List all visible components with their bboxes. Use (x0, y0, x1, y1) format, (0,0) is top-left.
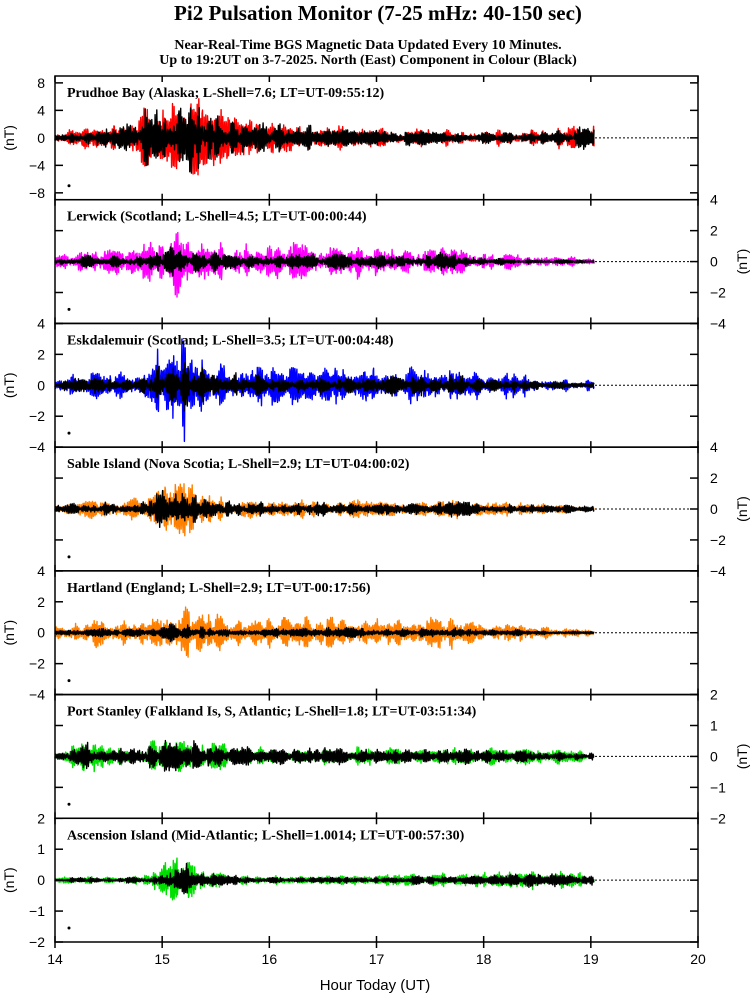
station-label: Hartland (England; L-Shell=2.9; LT=UT-00… (67, 581, 371, 596)
chart-subtitle-line1: Near-Real-Time BGS Magnetic Data Updated… (174, 38, 561, 53)
x-tick-label: 16 (262, 951, 278, 967)
y-tick-label: 4 (37, 102, 45, 118)
y-tick-label: −4 (29, 157, 45, 173)
x-tick-label: 14 (47, 951, 63, 967)
station-panel: Prudhoe Bay (Alaska; L-Shell=7.6; LT=UT-… (1, 75, 699, 201)
station-panels: Prudhoe Bay (Alaska; L-Shell=7.6; LT=UT-… (1, 75, 750, 950)
panel-marker-dot (67, 184, 71, 188)
east-component-trace (54, 862, 595, 895)
east-component-trace (54, 489, 595, 528)
y-tick-label: −1 (29, 903, 45, 919)
y-tick-label: −4 (29, 439, 45, 455)
panel-marker-dot (67, 431, 71, 435)
station-label: Sable Island (Nova Scotia; L-Shell=2.9; … (67, 457, 410, 472)
y-tick-label: −4 (29, 687, 45, 703)
y-axis-title: (nT) (734, 744, 750, 770)
y-tick-label: −2 (29, 656, 45, 672)
x-tick-label: 19 (583, 951, 599, 967)
y-tick-label: −2 (710, 285, 726, 301)
y-tick-label: −2 (29, 408, 45, 424)
station-panel: Port Stanley (Falkland Is, S, Atlantic; … (54, 687, 750, 826)
panel-marker-dot (67, 307, 71, 311)
x-tick-label: 20 (690, 951, 706, 967)
x-tick-label: 18 (476, 951, 492, 967)
y-tick-label: 4 (710, 439, 718, 455)
y-tick-label: 2 (710, 470, 718, 486)
x-axis: 14 15 16 17 18 19 20 (47, 942, 706, 967)
y-axis-title: (nT) (1, 867, 17, 893)
y-axis-title: (nT) (1, 125, 17, 151)
east-component-trace (54, 623, 595, 643)
y-tick-label: 2 (710, 223, 718, 239)
y-tick-label: 4 (710, 192, 718, 208)
east-component-trace (54, 246, 595, 277)
y-tick-label: 0 (710, 254, 718, 270)
y-tick-label: 2 (710, 687, 718, 703)
y-axis-title: (nT) (734, 249, 750, 275)
y-tick-label: 2 (37, 594, 45, 610)
panel-marker-dot (67, 802, 71, 806)
station-panel: Eskdalemuir (Scotland; L-Shell=3.5; LT=U… (1, 315, 699, 455)
station-panel: Lerwick (Scotland; L-Shell=4.5; LT=UT-00… (54, 192, 750, 331)
station-label: Prudhoe Bay (Alaska; L-Shell=7.6; LT=UT-… (67, 86, 384, 101)
y-tick-label: 0 (37, 872, 45, 888)
chart-subtitle-line2: Up to 19:2UT on 3-7-2025. North (East) C… (159, 53, 577, 68)
y-tick-label: −2 (29, 934, 45, 950)
y-tick-label: −1 (710, 779, 726, 795)
y-tick-label: −2 (710, 810, 726, 826)
east-component-trace (54, 362, 595, 412)
y-tick-label: 1 (710, 718, 718, 734)
station-label: Lerwick (Scotland; L-Shell=4.5; LT=UT-00… (67, 210, 367, 225)
y-axis-title: (nT) (1, 620, 17, 646)
station-label: Eskdalemuir (Scotland; L-Shell=3.5; LT=U… (67, 333, 394, 348)
x-tick-label: 15 (154, 951, 170, 967)
panel-marker-dot (67, 926, 71, 930)
y-axis-title: (nT) (1, 372, 17, 398)
y-tick-label: 0 (710, 748, 718, 764)
station-label: Port Stanley (Falkland Is, S, Atlantic; … (67, 705, 477, 720)
y-axis-title: (nT) (734, 496, 750, 522)
y-tick-label: 0 (710, 501, 718, 517)
y-tick-label: −2 (710, 532, 726, 548)
y-tick-label: −8 (29, 185, 45, 201)
y-tick-label: 1 (37, 841, 45, 857)
y-tick-label: 2 (37, 810, 45, 826)
east-component-trace (54, 107, 595, 174)
station-panel: Ascension Island (Mid-Atlantic; L-Shell=… (1, 810, 699, 950)
y-tick-label: 4 (37, 315, 45, 331)
y-tick-label: 2 (37, 346, 45, 362)
y-tick-label: 8 (37, 75, 45, 91)
east-component-trace (54, 739, 595, 772)
panel-marker-dot (67, 555, 71, 559)
panel-marker-dot (67, 679, 71, 683)
x-axis-title: Hour Today (UT) (320, 977, 431, 994)
north-component-trace (54, 231, 595, 298)
station-label: Ascension Island (Mid-Atlantic; L-Shell=… (67, 828, 465, 843)
x-tick-label: 17 (369, 951, 385, 967)
chart-title: Pi2 Pulsation Monitor (7-25 mHz: 40-150 … (174, 1, 582, 25)
y-tick-label: 4 (37, 563, 45, 579)
station-panel: Hartland (England; L-Shell=2.9; LT=UT-00… (1, 563, 699, 703)
y-tick-label: 0 (37, 377, 45, 393)
station-panel: Sable Island (Nova Scotia; L-Shell=2.9; … (54, 439, 750, 579)
y-tick-label: −4 (710, 563, 726, 579)
y-tick-label: 0 (37, 130, 45, 146)
y-tick-label: −4 (710, 315, 726, 331)
y-tick-label: 0 (37, 625, 45, 641)
